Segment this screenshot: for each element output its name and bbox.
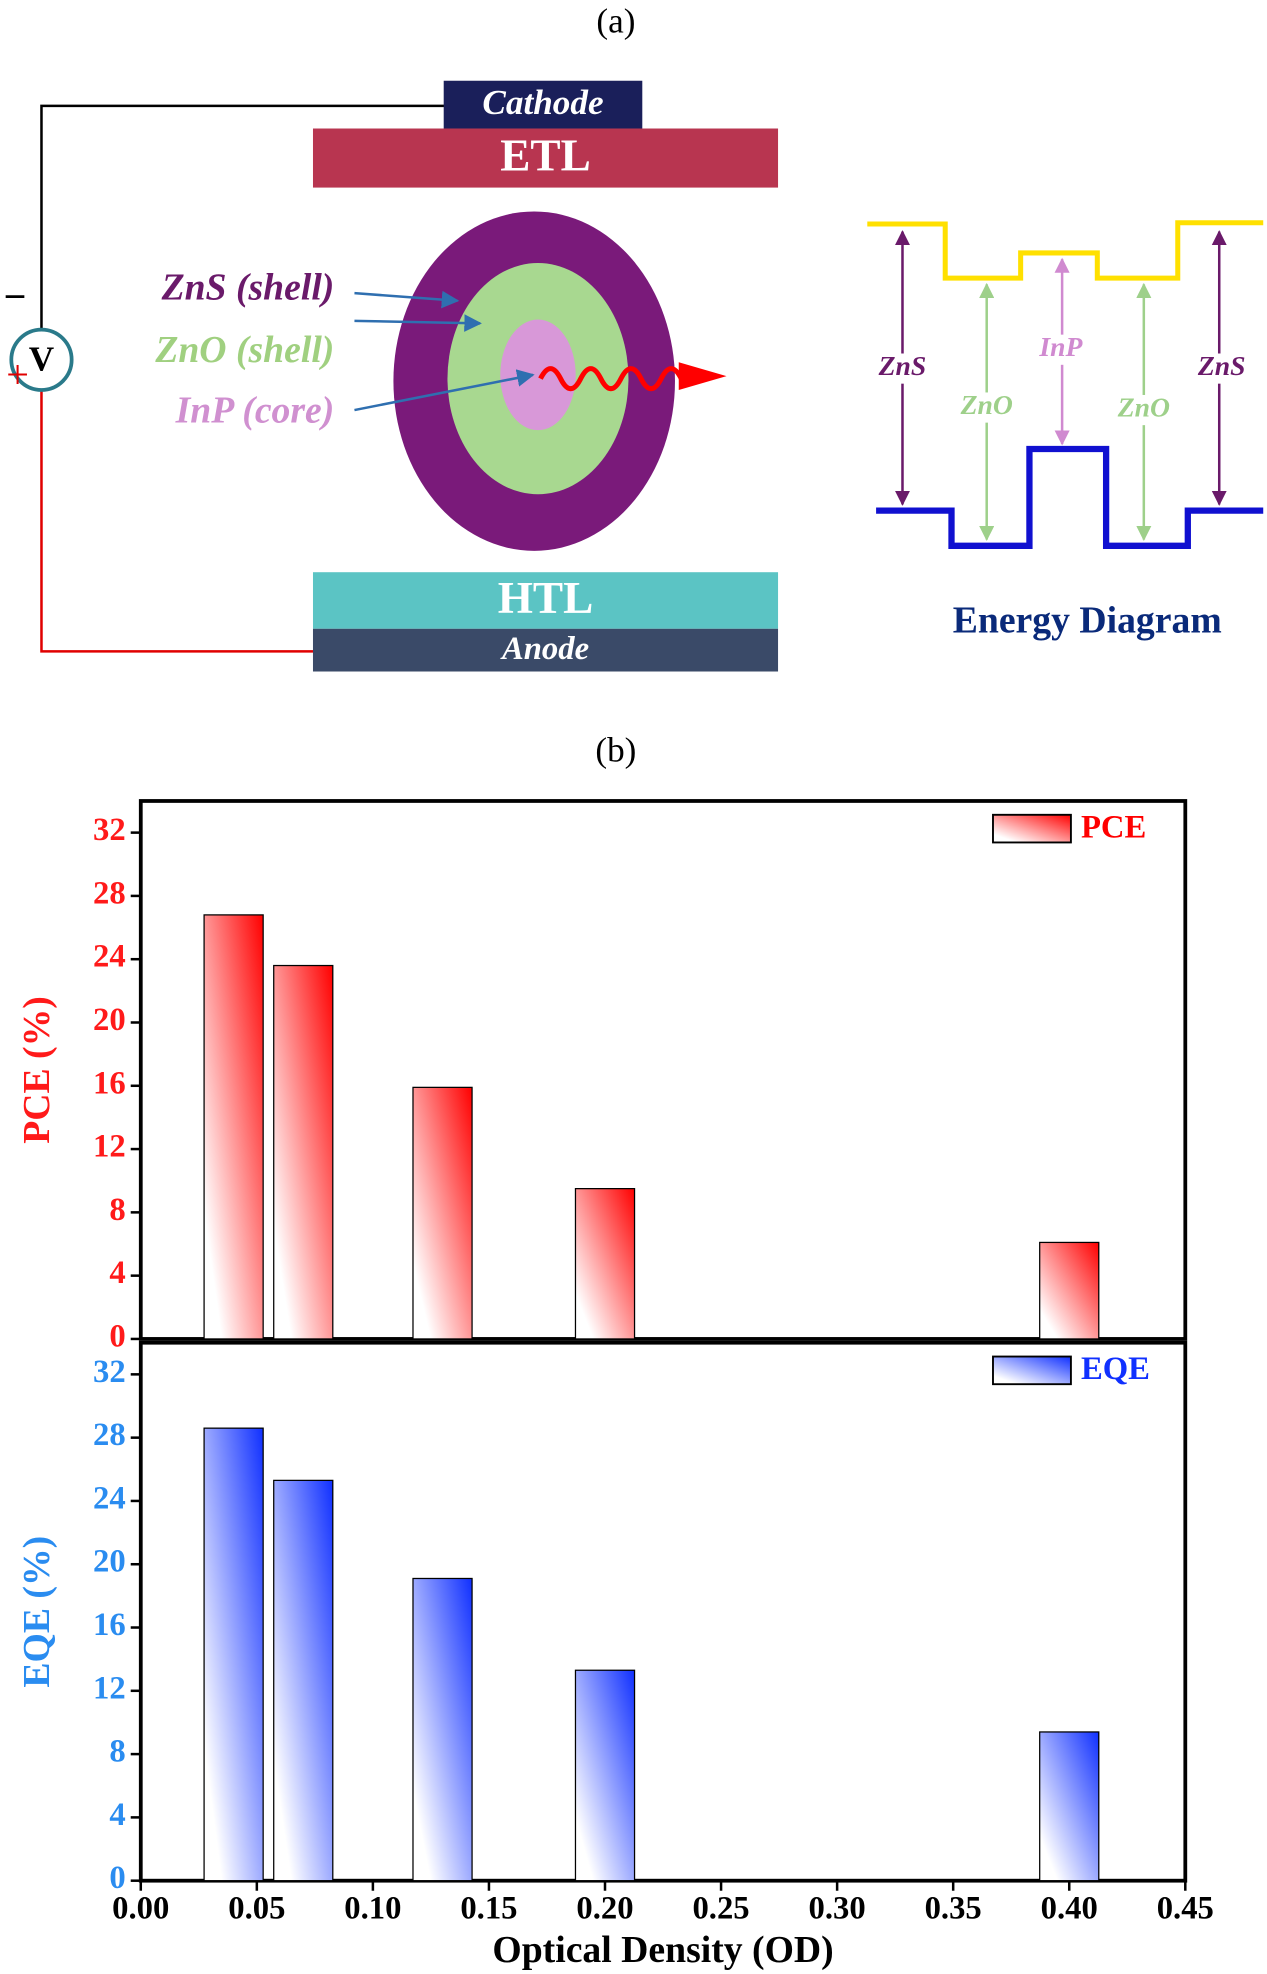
bar xyxy=(1039,1241,1100,1340)
energy-label: ZnO xyxy=(1117,391,1170,422)
wire xyxy=(40,104,447,330)
bar xyxy=(273,964,334,1340)
legend-label: PCE xyxy=(1081,809,1146,845)
label-bg xyxy=(871,353,934,384)
x-tick-label: 0.45 xyxy=(1157,1890,1214,1926)
bar xyxy=(412,1086,473,1340)
circuit: V − + xyxy=(4,104,447,653)
inp-core xyxy=(500,319,576,431)
x-tick-label: 0.05 xyxy=(228,1890,285,1926)
legend-swatch xyxy=(992,813,1072,844)
plot-frame xyxy=(138,1340,1188,1883)
layer-label: ZnO (shell) xyxy=(154,329,334,371)
energy-label: InP xyxy=(1038,331,1083,362)
valence-band xyxy=(876,445,1264,549)
layer-label: InP (core) xyxy=(175,389,335,431)
energy-label: ZnO xyxy=(960,389,1013,420)
label-bg xyxy=(1033,334,1089,365)
label-bg xyxy=(1189,353,1252,384)
pointer xyxy=(354,369,535,412)
y-tick-label: 12 xyxy=(93,1129,126,1165)
legend-swatch xyxy=(992,1355,1072,1386)
x-tick-label: 0.25 xyxy=(692,1890,749,1926)
charts: 0 4 8 12 16 20 24 28 32 PCE (%) PCE 0 4 8 12 16 20 24 28 32… xyxy=(16,799,1214,1971)
y-axis-label: EQE (%) xyxy=(16,1536,58,1688)
emission-arrow xyxy=(678,362,727,390)
plot-frame xyxy=(138,799,1188,1341)
y-tick-label: 16 xyxy=(93,1065,126,1101)
anode xyxy=(312,628,779,672)
layer-label: ZnS (shell) xyxy=(161,266,335,308)
y-tick-label: 12 xyxy=(93,1670,126,1706)
y-tick-label: 20 xyxy=(93,1544,126,1580)
x-tick-label: 0.00 xyxy=(112,1890,169,1926)
x-tick-label: 0.40 xyxy=(1041,1890,1098,1926)
etl-label: ETL xyxy=(500,130,591,180)
minus-sign: − xyxy=(4,274,27,319)
y-tick-label: 0 xyxy=(109,1860,125,1896)
pointer xyxy=(354,314,482,332)
bar xyxy=(1039,1731,1100,1882)
emission xyxy=(538,366,684,392)
x-tick-label: 0.10 xyxy=(344,1890,401,1926)
bar xyxy=(574,1669,636,1882)
y-tick-label: 28 xyxy=(93,1417,126,1453)
label-bg xyxy=(955,392,1019,423)
wire xyxy=(40,389,315,653)
pointer xyxy=(354,290,460,309)
htl xyxy=(312,572,779,629)
x-axis-label: Optical Density (OD) xyxy=(492,1929,833,1971)
bar xyxy=(273,1479,334,1882)
y-tick-label: 0 xyxy=(109,1318,125,1354)
bar xyxy=(574,1188,636,1340)
bar xyxy=(203,1427,264,1882)
energy-diagram-title: Energy Diagram xyxy=(953,599,1222,641)
x-tick-label: 0.30 xyxy=(809,1890,866,1926)
energy-label: ZnS xyxy=(878,350,927,381)
y-tick-label: 16 xyxy=(93,1607,126,1643)
y-tick-label: 8 xyxy=(109,1192,125,1228)
y-tick-label: 24 xyxy=(93,1480,126,1516)
energy-label: ZnS xyxy=(1197,350,1246,381)
x-tick-label: 0.15 xyxy=(460,1890,517,1926)
htl-label: HTL xyxy=(498,573,594,623)
cathode xyxy=(443,80,643,129)
plus-sign: + xyxy=(6,352,29,397)
panel-label: (b) xyxy=(595,730,636,769)
y-axis-label: PCE (%) xyxy=(16,996,58,1144)
y-tick-label: 8 xyxy=(109,1734,125,1770)
y-tick-label: 32 xyxy=(93,1354,126,1390)
legend-label: EQE xyxy=(1081,1351,1150,1387)
etl xyxy=(312,128,779,188)
label-bg xyxy=(1112,394,1176,426)
bar xyxy=(412,1577,473,1882)
y-tick-label: 20 xyxy=(93,1002,126,1038)
voltmeter-label: V xyxy=(29,339,55,378)
conduction-band xyxy=(867,220,1264,281)
anode-label: Anode xyxy=(500,631,589,667)
y-tick-label: 32 xyxy=(93,812,126,848)
voltmeter xyxy=(9,327,74,392)
panel-label: (a) xyxy=(596,1,635,40)
bar xyxy=(203,914,264,1340)
cathode-label: Cathode xyxy=(482,83,603,122)
y-tick-label: 28 xyxy=(93,875,126,911)
y-tick-label: 4 xyxy=(109,1255,125,1291)
y-tick-label: 4 xyxy=(109,1797,125,1833)
energy-labels: ZnS ZnO InP ZnO ZnS xyxy=(871,331,1252,426)
y-tick-label: 24 xyxy=(93,939,126,975)
x-tick-label: 0.35 xyxy=(925,1890,982,1926)
x-tick-label: 0.20 xyxy=(576,1890,633,1926)
